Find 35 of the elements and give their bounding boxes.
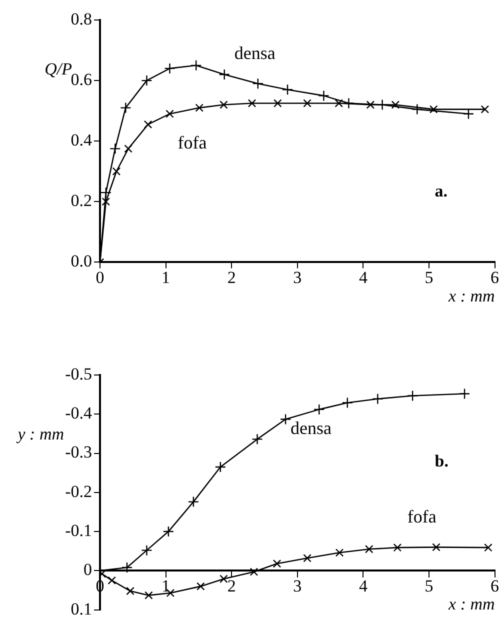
- x-tick-label: 6: [490, 268, 500, 287]
- x-tick-label: 3: [293, 268, 302, 287]
- x-tick-label: 4: [358, 576, 368, 596]
- y-tick-label: 0.0: [70, 252, 92, 271]
- y-tick-label: -0.2: [65, 482, 92, 501]
- x-axis-title: x : mm: [448, 286, 495, 306]
- x-tick-label: 5: [424, 268, 434, 287]
- x-tick-label: 3: [293, 576, 302, 596]
- y-tick-label: -0.4: [65, 404, 92, 423]
- y-axis-title: Q/P: [44, 59, 72, 78]
- x-tick-label: 0: [96, 268, 104, 287]
- series-label: densa: [290, 418, 332, 438]
- x-axis-title: x : mm: [448, 594, 495, 614]
- series-label: fofa: [407, 506, 436, 526]
- annotation: a.: [434, 182, 448, 201]
- y-tick-label: -0.3: [65, 442, 92, 462]
- y-tick-label: 0.8: [70, 9, 92, 28]
- x-tick-label: 1: [162, 576, 170, 596]
- x-tick-label: 6: [490, 576, 500, 596]
- series-label: densa: [234, 43, 276, 64]
- y-tick-label: 0.4: [70, 130, 92, 150]
- x-tick-label: 2: [227, 268, 236, 287]
- x-tick-label: 1: [162, 268, 170, 287]
- annotation: b.: [434, 451, 449, 470]
- y-tick-label: -0.5: [65, 364, 92, 384]
- y-axis-title: y : mm: [16, 424, 64, 444]
- x-tick-label: 5: [424, 576, 434, 596]
- y-tick-label: -0.1: [65, 521, 92, 540]
- x-tick-label: 4: [358, 268, 368, 287]
- y-tick-label: 0.2: [70, 191, 92, 210]
- y-tick-label: 0.6: [70, 70, 92, 90]
- y-tick-label: 0: [84, 560, 92, 580]
- series-label: fofa: [178, 132, 207, 153]
- y-tick-label: 0.1: [70, 599, 92, 618]
- x-tick-label: 2: [227, 576, 236, 596]
